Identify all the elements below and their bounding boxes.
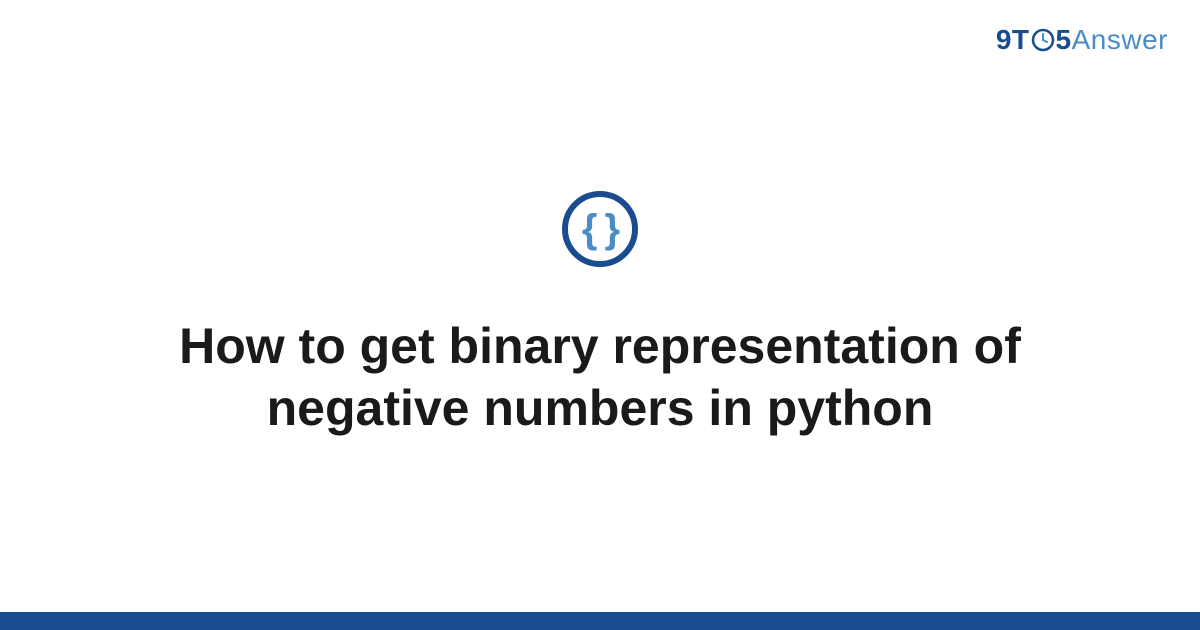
logo-text-5: 5 bbox=[1056, 24, 1072, 55]
code-braces-icon: { } bbox=[562, 191, 638, 267]
braces-glyph: { } bbox=[582, 209, 618, 249]
logo-text-answer: Answer bbox=[1072, 24, 1168, 55]
clock-icon bbox=[1031, 28, 1055, 52]
site-logo: 9T 5Answer bbox=[996, 24, 1168, 56]
main-content: { } How to get binary representation of … bbox=[0, 0, 1200, 630]
bottom-accent-bar bbox=[0, 612, 1200, 630]
page-title: How to get binary representation of nega… bbox=[120, 315, 1080, 440]
logo-text-9t: 9T bbox=[996, 24, 1030, 55]
